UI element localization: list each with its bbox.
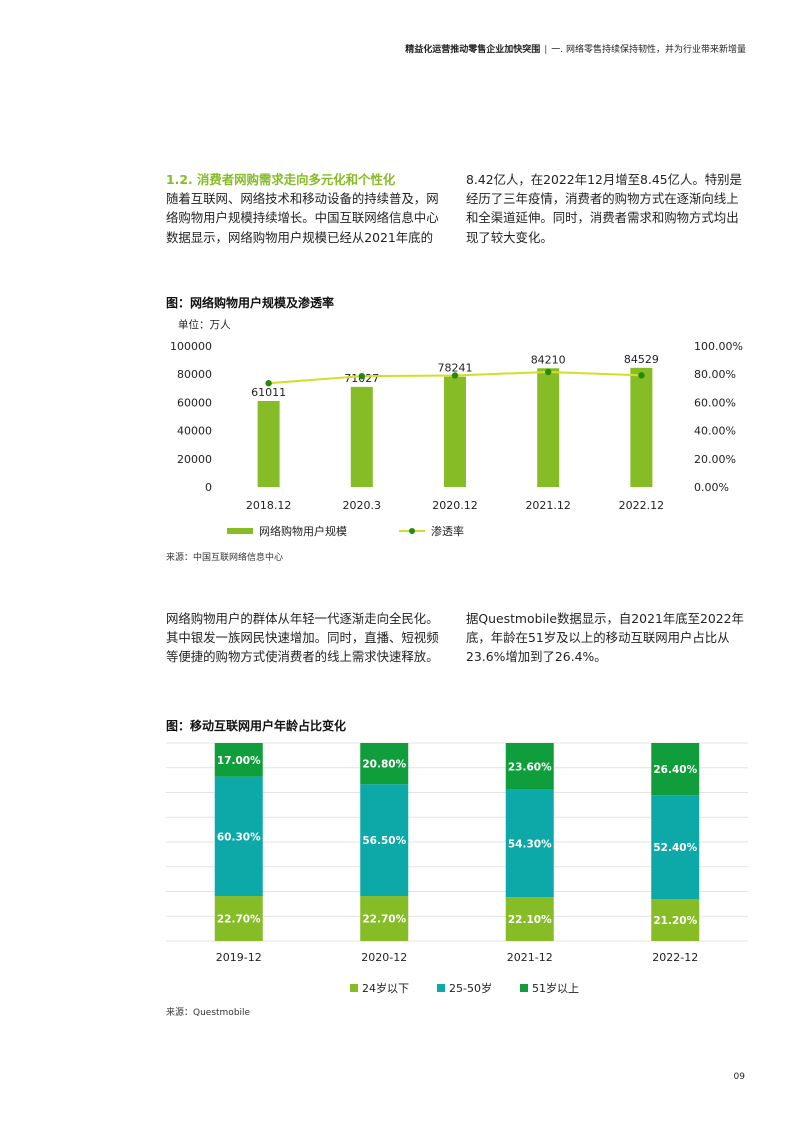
- segment-label: 20.80%: [362, 759, 406, 771]
- section1-left-column: 1.2. 消费者网购需求走向多元化和个性化 随着互联网、网络技术和移动设备的持续…: [166, 170, 446, 247]
- figure1-unit: 单位：万人: [178, 319, 231, 331]
- legend-label: 51岁以上: [531, 982, 579, 995]
- stacked-segment: [505, 743, 554, 790]
- stacked-segment: [651, 899, 700, 941]
- section1-right-paragraph: 8.42亿人，在2022年12月增至8.45亿人。特别是经历了三年疫情，消费者的…: [466, 172, 742, 245]
- y-tick-label: 100000: [170, 340, 212, 353]
- segment-label: 60.30%: [217, 831, 261, 843]
- x-tick-label: 2020-12: [361, 951, 407, 964]
- legend-label: 24岁以下: [362, 982, 409, 995]
- y-tick-label: 80000: [177, 368, 212, 381]
- stacked-segment: [651, 743, 700, 796]
- segment-label: 21.20%: [653, 915, 697, 927]
- section2-left-paragraph: 网络购物用户的群体从年轻一代逐渐走向全民化。其中银发一族网民快速增加。同时，直播…: [166, 611, 439, 665]
- section1-right-column: 8.42亿人，在2022年12月增至8.45亿人。特别是经历了三年疫情，消费者的…: [466, 170, 746, 247]
- legend-swatch: [519, 984, 528, 992]
- segment-label: 26.40%: [653, 764, 697, 776]
- user-scale-bar: [444, 376, 466, 487]
- y-tick-label: 40000: [177, 425, 212, 438]
- y-tick-label: 0: [205, 481, 212, 494]
- stacked-segment: [505, 789, 554, 898]
- x-tick-label: 2018.12: [246, 499, 292, 512]
- legend-label: 25-50岁: [449, 982, 492, 995]
- report-title: 精益化运营推动零售企业加快突围: [405, 45, 541, 55]
- segment-label: 22.10%: [508, 914, 552, 926]
- stacked-segment: [360, 784, 409, 897]
- page-number: 09: [733, 1072, 745, 1082]
- legend-swatch: [350, 984, 358, 992]
- penetration-point: [638, 372, 645, 379]
- figure2-title: 图：移动互联网用户年龄占比变化: [166, 719, 347, 733]
- bar-data-label: 84210: [531, 353, 566, 366]
- x-tick-label: 2019-12: [216, 951, 262, 964]
- bar-data-label: 78241: [438, 362, 473, 375]
- legend-item-users: 网络购物用户规模: [227, 523, 347, 539]
- legend-label-penetration: 渗透率: [431, 525, 464, 538]
- section2-right-column: 据Questmobile数据显示，自2021年底至2022年底，年龄在51岁及以…: [466, 609, 746, 667]
- segment-label: 23.60%: [508, 761, 552, 773]
- penetration-point: [545, 368, 552, 376]
- user-scale-bar: [257, 400, 280, 487]
- x-tick-label: 2021.12: [525, 499, 571, 512]
- user-scale-chart: 100000 80000 60000 40000 20000 0 100.00% 80.00%…: [170, 340, 743, 512]
- legend-item: 25-50岁: [437, 980, 492, 996]
- segment-label: 54.30%: [508, 838, 552, 850]
- legend-label-users: 网络购物用户规模: [259, 525, 347, 538]
- x-tick-label: 2020.12: [432, 499, 478, 512]
- figure1-source: 来源：中国互联网络信息中心: [166, 553, 284, 563]
- stacked-segment: [214, 743, 263, 777]
- y2-tick-label: 100.00%: [694, 340, 743, 353]
- user-scale-bar: [537, 368, 560, 487]
- penetration-point: [265, 380, 272, 387]
- stacked-segment: [505, 897, 554, 941]
- legend-swatch-line: [399, 528, 425, 534]
- stacked-segment: [651, 795, 700, 900]
- stacked-segment: [214, 896, 263, 941]
- figure2-legend: 24岁以下 25-50岁 51岁以上: [350, 980, 607, 996]
- y2-tick-label: 60.00%: [694, 396, 736, 409]
- penetration-point: [451, 372, 459, 379]
- section2-left-column: 网络购物用户的群体从年轻一代逐渐走向全民化。其中银发一族网民快速增加。同时，直播…: [166, 609, 446, 667]
- section2-right-paragraph: 据Questmobile数据显示，自2021年底至2022年底，年龄在51岁及以…: [466, 611, 744, 665]
- figure1-legend: 网络购物用户规模 渗透率: [227, 523, 494, 539]
- segment-label: 22.70%: [362, 914, 406, 926]
- y-tick-label: 60000: [177, 396, 212, 409]
- legend-item: 24岁以下: [350, 980, 409, 996]
- y2-tick-label: 80.00%: [694, 368, 736, 381]
- y2-tick-label: 40.00%: [694, 425, 736, 438]
- legend-item-penetration: 渗透率: [399, 523, 464, 539]
- penetration-point: [358, 372, 365, 380]
- figure2-source: 来源：Questmobile: [166, 1008, 251, 1018]
- x-tick-label: 2020.3: [343, 499, 382, 512]
- section1-left-paragraph: 随着互联网、网络技术和移动设备的持续普及，网络购物用户规模持续增长。中国互联网络…: [166, 191, 439, 245]
- segment-label: 52.40%: [653, 842, 697, 854]
- stacked-segment: [214, 776, 263, 897]
- segment-label: 17.00%: [217, 755, 261, 767]
- figure1-title: 图：网络购物用户规模及渗透率: [166, 296, 335, 310]
- y-tick-label: 20000: [177, 453, 212, 466]
- legend-item: 51岁以上: [519, 980, 579, 996]
- running-header: 精益化运营推动零售企业加快突围 | 一. 网络零售持续保持韧性，并为行业带来新增量: [405, 42, 746, 55]
- header-separator: |: [544, 45, 548, 55]
- legend-swatch: [437, 984, 445, 992]
- stacked-segment: [360, 896, 409, 941]
- y2-tick-label: 0.00%: [694, 481, 729, 494]
- bar-data-label: 61011: [251, 386, 286, 399]
- legend-swatch-bar: [227, 528, 253, 534]
- section-heading: 1.2. 消费者网购需求走向多元化和个性化: [166, 172, 396, 187]
- stacked-segment: [360, 743, 409, 785]
- chapter-title: 一. 网络零售持续保持韧性，并为行业带来新增量: [551, 45, 746, 55]
- segment-label: 22.70%: [217, 914, 261, 926]
- x-tick-label: 2021-12: [507, 951, 553, 964]
- user-scale-bar: [630, 367, 653, 487]
- bar-data-label: 84529: [624, 353, 659, 366]
- x-tick-label: 2022.12: [619, 499, 665, 512]
- y2-tick-label: 20.00%: [694, 453, 736, 466]
- age-share-chart: 22.70% 60.30% 17.00% 2019-12 22.70% 56.50% 20.…: [166, 742, 748, 964]
- user-scale-bar: [350, 386, 373, 487]
- segment-label: 56.50%: [362, 835, 406, 847]
- x-tick-label: 2022-12: [652, 951, 698, 964]
